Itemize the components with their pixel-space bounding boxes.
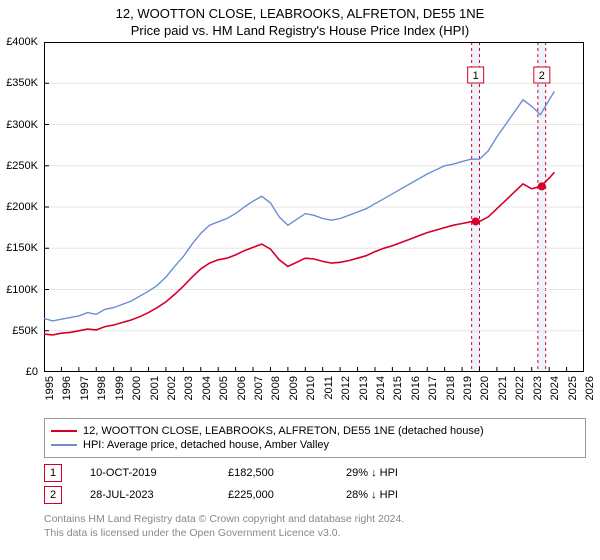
sale-date: 10-OCT-2019 <box>90 467 200 479</box>
y-tick-label: £200K <box>6 201 38 213</box>
x-tick-label: 1999 <box>114 376 126 400</box>
x-tick-label: 2019 <box>462 376 474 400</box>
sale-price: £225,000 <box>228 489 318 501</box>
footer-attribution: Contains HM Land Registry data © Crown c… <box>44 512 586 540</box>
x-tick-label: 2016 <box>410 376 422 400</box>
sale-badge: 2 <box>44 486 62 504</box>
x-tick-label: 2009 <box>288 376 300 400</box>
x-tick-label: 2020 <box>479 376 491 400</box>
legend: 12, WOOTTON CLOSE, LEABROOKS, ALFRETON, … <box>44 418 586 458</box>
legend-swatch <box>51 444 77 446</box>
x-tick-label: 2001 <box>149 376 161 400</box>
sale-row: 2 28-JUL-2023 £225,000 28% ↓ HPI <box>44 486 586 504</box>
y-tick-label: £0 <box>26 366 38 378</box>
x-tick-label: 1998 <box>96 376 108 400</box>
sale-date: 28-JUL-2023 <box>90 489 200 501</box>
y-tick-label: £250K <box>6 160 38 172</box>
sale-delta: 29% ↓ HPI <box>346 467 398 479</box>
x-tick-label: 2014 <box>375 376 387 400</box>
sale-delta: 28% ↓ HPI <box>346 489 398 501</box>
x-tick-label: 1996 <box>61 376 73 400</box>
legend-label: HPI: Average price, detached house, Ambe… <box>83 439 329 451</box>
sale-row: 1 10-OCT-2019 £182,500 29% ↓ HPI <box>44 464 586 482</box>
title-sub: Price paid vs. HM Land Registry's House … <box>0 23 600 38</box>
x-tick-label: 2022 <box>514 376 526 400</box>
footer-line: This data is licensed under the Open Gov… <box>44 526 586 540</box>
x-tick-label: 2002 <box>166 376 178 400</box>
footer-line: Contains HM Land Registry data © Crown c… <box>44 512 586 526</box>
legend-row: 12, WOOTTON CLOSE, LEABROOKS, ALFRETON, … <box>51 425 579 437</box>
x-tick-label: 1995 <box>44 376 56 400</box>
x-tick-label: 2000 <box>131 376 143 400</box>
legend-label: 12, WOOTTON CLOSE, LEABROOKS, ALFRETON, … <box>83 425 484 437</box>
chart-titles: 12, WOOTTON CLOSE, LEABROOKS, ALFRETON, … <box>0 0 600 42</box>
y-tick-label: £100K <box>6 284 38 296</box>
x-tick-label: 2006 <box>236 376 248 400</box>
x-tick-label: 2003 <box>183 376 195 400</box>
x-tick-label: 2018 <box>445 376 457 400</box>
y-tick-label: £150K <box>6 242 38 254</box>
line-chart: 12 <box>44 42 584 372</box>
x-tick-label: 2023 <box>532 376 544 400</box>
x-tick-label: 2021 <box>497 376 509 400</box>
legend-row: HPI: Average price, detached house, Ambe… <box>51 439 579 451</box>
y-tick-label: £350K <box>6 77 38 89</box>
x-tick-label: 2013 <box>358 376 370 400</box>
y-tick-label: £50K <box>12 325 38 337</box>
sale-badge: 1 <box>44 464 62 482</box>
sale-price: £182,500 <box>228 467 318 479</box>
legend-swatch <box>51 430 77 432</box>
y-tick-label: £400K <box>6 36 38 48</box>
x-tick-label: 2015 <box>392 376 404 400</box>
x-tick-label: 1997 <box>79 376 91 400</box>
y-tick-label: £300K <box>6 119 38 131</box>
svg-text:1: 1 <box>473 70 479 82</box>
sales-list: 1 10-OCT-2019 £182,500 29% ↓ HPI 2 28-JUL-202… <box>44 464 586 504</box>
x-tick-label: 2005 <box>218 376 230 400</box>
x-tick-label: 2017 <box>427 376 439 400</box>
chart-area: £0£50K£100K£150K£200K£250K£300K£350K£400… <box>44 42 590 408</box>
x-tick-label: 2024 <box>549 376 561 400</box>
x-tick-label: 2008 <box>270 376 282 400</box>
x-tick-label: 2026 <box>584 376 596 400</box>
x-tick-label: 2012 <box>340 376 352 400</box>
title-main: 12, WOOTTON CLOSE, LEABROOKS, ALFRETON, … <box>0 6 600 21</box>
x-tick-label: 2011 <box>323 376 335 400</box>
x-tick-label: 2025 <box>567 376 579 400</box>
x-tick-label: 2007 <box>253 376 265 400</box>
svg-text:2: 2 <box>539 70 545 82</box>
x-tick-label: 2004 <box>201 376 213 400</box>
x-tick-label: 2010 <box>305 376 317 400</box>
